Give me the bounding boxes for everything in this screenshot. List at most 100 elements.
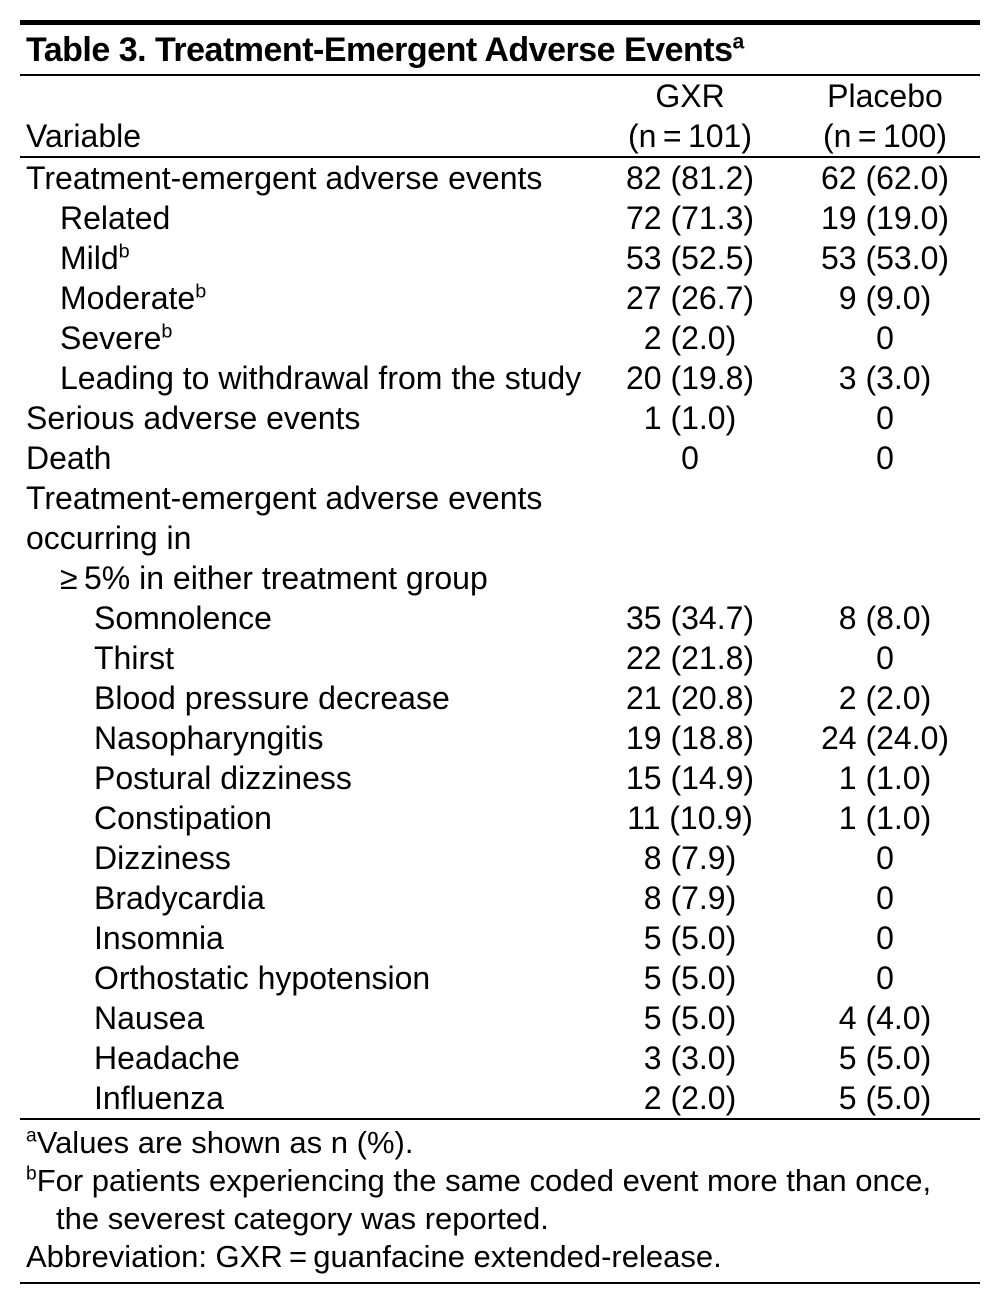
row-gxr-value: 82 (81.2) (590, 158, 790, 198)
row-gxr-value: 22 (21.8) (590, 638, 790, 678)
table-title-text: Table 3. Treatment-Emergent Adverse Even… (26, 31, 732, 69)
table-row: Leading to withdrawal from the study20 (… (20, 358, 980, 398)
row-gxr-value: 5 (5.0) (590, 918, 790, 958)
row-label-sup: b (195, 280, 206, 302)
row-gxr-value (590, 478, 790, 558)
footnote-a-text: Values are shown as n (%). (37, 1125, 414, 1160)
footnote-a: aValues are shown as n (%). (26, 1124, 974, 1162)
row-gxr-value: 19 (18.8) (590, 718, 790, 758)
header-placebo-line2: (n = 100) (823, 118, 947, 154)
row-label-text: Treatment-emergent adverse events (26, 160, 542, 196)
row-label: Constipation (20, 798, 590, 838)
row-placebo-value: 1 (1.0) (790, 758, 980, 798)
row-gxr-value: 15 (14.9) (590, 758, 790, 798)
row-label: Headache (20, 1038, 590, 1078)
row-gxr-value: 1 (1.0) (590, 398, 790, 438)
row-label: Postural dizziness (20, 758, 590, 798)
row-label-text: Related (60, 200, 170, 236)
footnote-b-text: For patients experiencing the same coded… (37, 1163, 931, 1236)
row-label-text: Mild (60, 240, 119, 276)
footnote-abbrev: Abbreviation: GXR = guanfacine extended-… (26, 1238, 974, 1276)
row-label-text: Bradycardia (94, 880, 265, 916)
footnote-a-sup: a (26, 1126, 37, 1147)
table-row: Moderateb 27 (26.7)9 (9.0) (20, 278, 980, 318)
row-placebo-value: 8 (8.0) (790, 598, 980, 638)
row-gxr-value: 20 (19.8) (590, 358, 790, 398)
row-gxr-value: 35 (34.7) (590, 598, 790, 638)
row-gxr-value: 27 (26.7) (590, 278, 790, 318)
table-row: Dizziness8 (7.9)0 (20, 838, 980, 878)
table-row: Orthostatic hypotension 5 (5.0)0 (20, 958, 980, 998)
end-rule (20, 1282, 980, 1284)
row-gxr-value (590, 558, 790, 598)
row-gxr-value: 11 (10.9) (590, 798, 790, 838)
row-label: Influenza (20, 1078, 590, 1118)
row-placebo-value: 0 (790, 878, 980, 918)
row-label-text: Serious adverse events (26, 400, 360, 436)
row-label-text: Orthostatic hypotension (94, 960, 430, 996)
row-placebo-value (790, 478, 980, 558)
row-label: Bradycardia (20, 878, 590, 918)
header-placebo: Placebo (n = 100) (790, 76, 980, 156)
data-table: Variable GXR (n = 101) Placebo (n = 100)… (20, 76, 980, 1120)
table-row: Related72 (71.3)19 (19.0) (20, 198, 980, 238)
row-label: Mildb (20, 238, 590, 278)
row-placebo-value: 3 (3.0) (790, 358, 980, 398)
row-label-text: Constipation (94, 800, 272, 836)
row-gxr-value: 5 (5.0) (590, 998, 790, 1038)
row-label: Insomnia (20, 918, 590, 958)
row-gxr-value: 3 (3.0) (590, 1038, 790, 1078)
table-row: Treatment-emergent adverse events 82 (81.… (20, 158, 980, 198)
table-row: Nausea5 (5.0)4 (4.0) (20, 998, 980, 1038)
table-row: Nasopharyngitis19 (18.8)24 (24.0) (20, 718, 980, 758)
table-row: ≥ 5% in either treatment group (20, 558, 980, 598)
footnotes: aValues are shown as n (%). bFor patient… (20, 1120, 980, 1282)
row-label: ≥ 5% in either treatment group (20, 558, 590, 598)
header-placebo-line1: Placebo (827, 78, 943, 114)
row-label: Blood pressure decrease (20, 678, 590, 718)
row-placebo-value: 2 (2.0) (790, 678, 980, 718)
row-label: Related (20, 198, 590, 238)
row-placebo-value: 1 (1.0) (790, 798, 980, 838)
table-row: Severeb2 (2.0)0 (20, 318, 980, 358)
row-placebo-value: 0 (790, 958, 980, 998)
row-gxr-value: 53 (52.5) (590, 238, 790, 278)
header-variable: Variable (20, 76, 590, 156)
row-placebo-value: 4 (4.0) (790, 998, 980, 1038)
row-label-sup: b (119, 240, 130, 262)
table-row: Death 00 (20, 438, 980, 478)
row-label-text: Somnolence (94, 600, 272, 636)
row-label: Nasopharyngitis (20, 718, 590, 758)
header-gxr-line1: GXR (655, 78, 724, 114)
row-label: Nausea (20, 998, 590, 1038)
table-row: Constipation 11 (10.9)1 (1.0) (20, 798, 980, 838)
row-placebo-value: 0 (790, 438, 980, 478)
row-label-text: Leading to withdrawal from the study (60, 360, 581, 396)
row-placebo-value: 19 (19.0) (790, 198, 980, 238)
row-gxr-value: 8 (7.9) (590, 878, 790, 918)
table-row: Somnolence 35 (34.7)8 (8.0) (20, 598, 980, 638)
table-title: Table 3. Treatment-Emergent Adverse Even… (20, 25, 980, 74)
row-gxr-value: 0 (590, 438, 790, 478)
row-placebo-value: 53 (53.0) (790, 238, 980, 278)
row-placebo-value: 9 (9.0) (790, 278, 980, 318)
row-placebo-value: 0 (790, 838, 980, 878)
row-placebo-value: 5 (5.0) (790, 1038, 980, 1078)
row-label-text: ≥ 5% in either treatment group (60, 560, 488, 596)
header-row: Variable GXR (n = 101) Placebo (n = 100) (20, 76, 980, 156)
row-label-text: Blood pressure decrease (94, 680, 450, 716)
row-label: Dizziness (20, 838, 590, 878)
table-row: Blood pressure decrease 21 (20.8)2 (2.0) (20, 678, 980, 718)
row-label-text: Moderate (60, 280, 195, 316)
row-label-text: Headache (94, 1040, 240, 1076)
row-gxr-value: 21 (20.8) (590, 678, 790, 718)
footnote-b: bFor patients experiencing the same code… (26, 1162, 974, 1238)
row-label: Orthostatic hypotension (20, 958, 590, 998)
header-gxr: GXR (n = 101) (590, 76, 790, 156)
row-gxr-value: 5 (5.0) (590, 958, 790, 998)
table-row: Postural dizziness15 (14.9)1 (1.0) (20, 758, 980, 798)
row-label-sup: b (161, 320, 172, 342)
table-row: Influenza2 (2.0)5 (5.0) (20, 1078, 980, 1118)
row-label-text: Death (26, 440, 111, 476)
row-label-text: Dizziness (94, 840, 231, 876)
